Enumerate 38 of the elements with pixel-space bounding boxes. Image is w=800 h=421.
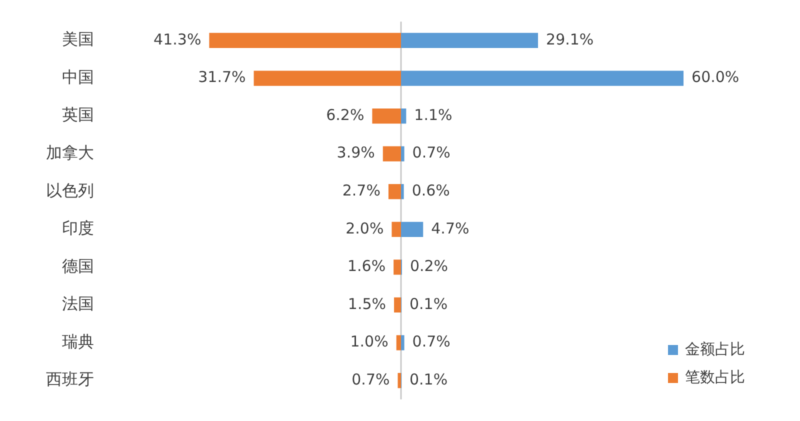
y-tick-label: 中国 xyxy=(62,67,94,86)
y-tick-label: 以色列 xyxy=(46,180,94,200)
data-label: 2.0% xyxy=(346,219,384,238)
data-label: 2.7% xyxy=(342,182,380,200)
bar xyxy=(401,184,404,200)
data-label: 1.1% xyxy=(414,106,452,124)
data-label: 31.7% xyxy=(198,68,246,86)
legend-label: 笔数占比 xyxy=(685,368,745,387)
data-label: 0.7% xyxy=(412,332,450,351)
data-label: 29.1% xyxy=(546,30,594,48)
data-label: 0.7% xyxy=(412,144,450,162)
data-label: 0.7% xyxy=(352,370,390,388)
legend-label: 金额占比 xyxy=(685,340,745,359)
bar xyxy=(401,146,404,162)
y-tick-label: 英国 xyxy=(62,105,94,124)
y-tick-label: 西班牙 xyxy=(46,370,94,389)
y-tick-label: 美国 xyxy=(62,30,94,49)
data-label: 0.6% xyxy=(412,182,450,200)
data-label: 41.3% xyxy=(154,30,202,48)
data-label: 4.7% xyxy=(431,219,470,238)
y-tick-label: 瑞典 xyxy=(62,332,94,351)
bar xyxy=(401,108,406,124)
data-label: 0.1% xyxy=(409,370,448,388)
y-tick-label: 印度 xyxy=(62,218,94,238)
bar xyxy=(398,372,401,388)
data-label: 1.5% xyxy=(348,294,386,313)
y-tick-label: 德国 xyxy=(62,256,94,276)
data-label: 60.0% xyxy=(692,68,740,86)
y-tick-label: 法国 xyxy=(62,294,94,314)
data-label: 0.1% xyxy=(409,294,448,313)
bar xyxy=(394,260,401,275)
data-label: 0.2% xyxy=(410,257,448,276)
data-label: 6.2% xyxy=(326,106,364,124)
data-label: 1.0% xyxy=(350,332,388,351)
bar xyxy=(394,297,401,313)
y-tick-label: 加拿大 xyxy=(46,142,94,162)
data-label: 3.9% xyxy=(336,144,375,162)
data-label: 1.6% xyxy=(347,257,386,276)
